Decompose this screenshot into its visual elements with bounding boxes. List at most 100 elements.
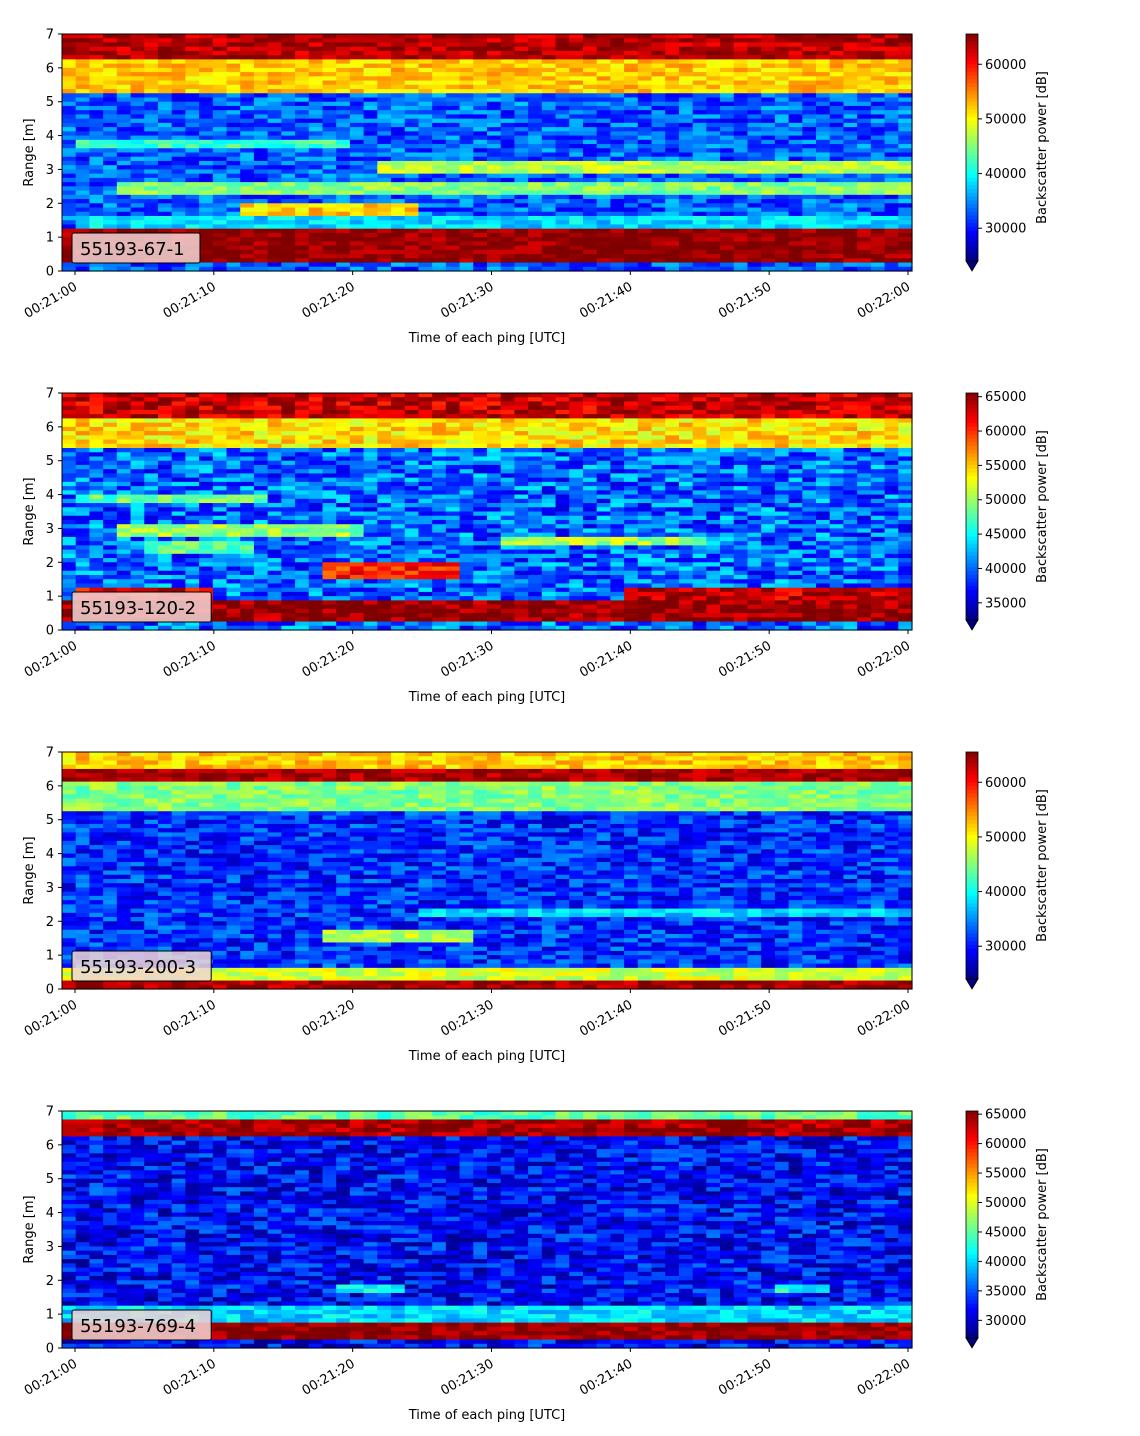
heatmap-cell xyxy=(898,101,913,107)
heatmap-cell xyxy=(267,169,282,175)
heatmap-cell xyxy=(637,93,653,99)
heatmap-cell xyxy=(528,237,543,242)
heatmap-cell xyxy=(747,232,762,238)
heatmap-cell xyxy=(459,38,474,44)
heatmap-cell xyxy=(678,144,694,149)
heatmap-cell xyxy=(212,494,228,500)
heatmap-cell xyxy=(62,165,77,171)
heatmap-cell xyxy=(377,190,392,196)
heatmap-cell xyxy=(322,254,337,259)
heatmap-cell xyxy=(308,127,324,132)
heatmap-cell xyxy=(898,228,913,234)
heatmap-cell xyxy=(788,258,803,264)
heatmap-cell xyxy=(363,566,378,572)
heatmap-cell xyxy=(651,122,666,128)
heatmap-cell xyxy=(404,194,420,200)
heatmap-cell xyxy=(733,118,749,124)
heatmap-cell xyxy=(62,215,77,221)
heatmap-cell xyxy=(185,152,200,158)
heatmap-cell xyxy=(363,254,378,259)
heatmap-cell xyxy=(761,38,776,44)
colorbar-segment xyxy=(966,41,978,46)
heatmap-cell xyxy=(514,93,529,99)
heatmap-cell xyxy=(336,549,351,555)
heatmap-cell xyxy=(240,169,255,175)
heatmap-cell xyxy=(720,160,735,166)
heatmap-cell xyxy=(336,536,351,542)
heatmap-cell xyxy=(322,122,337,128)
heatmap-cell xyxy=(898,139,913,145)
heatmap-cell xyxy=(788,63,803,69)
heatmap-cell xyxy=(240,89,255,94)
heatmap-cell xyxy=(89,486,104,491)
heatmap-cell xyxy=(624,139,639,145)
heatmap-cell xyxy=(377,207,392,213)
heatmap-cell xyxy=(336,524,351,530)
heatmap-cell xyxy=(459,207,474,213)
heatmap-cell xyxy=(418,72,433,77)
heatmap-cell xyxy=(528,122,543,128)
heatmap-cell xyxy=(281,258,296,264)
heatmap-cell xyxy=(349,456,365,462)
heatmap-cell xyxy=(240,131,255,137)
heatmap-cell xyxy=(157,418,173,424)
heatmap-cell xyxy=(349,156,365,162)
heatmap-cell xyxy=(144,426,159,432)
heatmap-cell xyxy=(130,89,145,94)
heatmap-cell xyxy=(157,494,173,500)
heatmap-cell xyxy=(116,203,132,209)
heatmap-cell xyxy=(582,224,598,230)
heatmap-cell xyxy=(281,418,296,424)
heatmap-cell xyxy=(253,42,269,48)
heatmap-cell xyxy=(391,625,406,631)
heatmap-cell xyxy=(185,460,200,466)
heatmap-cell xyxy=(898,156,913,162)
heatmap-cell xyxy=(308,165,324,171)
heatmap-cell xyxy=(459,84,474,90)
heatmap-cell xyxy=(363,182,378,187)
heatmap-cell xyxy=(816,131,831,137)
heatmap-cell xyxy=(363,418,378,424)
heatmap-cell xyxy=(75,625,91,631)
heatmap-cell xyxy=(487,46,502,52)
heatmap-cell xyxy=(308,84,324,90)
heatmap-cell xyxy=(665,46,680,52)
heatmap-cell xyxy=(171,566,186,572)
heatmap-cell xyxy=(637,165,653,171)
heatmap-cell xyxy=(473,131,488,137)
heatmap-cell xyxy=(569,228,584,234)
heatmap-cell xyxy=(75,566,91,572)
heatmap-cell xyxy=(62,63,77,69)
heatmap-cell xyxy=(884,245,899,251)
heatmap-cell xyxy=(774,262,790,268)
heatmap-cell xyxy=(706,105,721,111)
heatmap-cell xyxy=(253,38,269,44)
heatmap-cell xyxy=(116,76,132,82)
y-tick-label: 3 xyxy=(46,163,54,178)
heatmap-cell xyxy=(651,258,666,264)
heatmap-cell xyxy=(295,511,310,517)
heatmap-cell xyxy=(665,131,680,137)
heatmap-cell xyxy=(75,515,91,521)
heatmap-cell xyxy=(500,224,516,230)
heatmap-cell xyxy=(569,262,584,268)
heatmap-cell xyxy=(528,93,543,99)
heatmap-cell xyxy=(171,409,186,415)
heatmap-cell xyxy=(678,148,694,154)
heatmap-cell xyxy=(857,220,872,226)
heatmap-cell xyxy=(857,241,872,247)
heatmap-cell xyxy=(199,401,214,407)
heatmap-cell xyxy=(336,579,351,585)
heatmap-cell xyxy=(651,59,666,65)
heatmap-cell xyxy=(500,254,516,259)
heatmap-cell xyxy=(322,426,337,432)
heatmap-cell xyxy=(185,114,200,120)
heatmap-cell xyxy=(253,439,269,445)
colorbar-segment xyxy=(966,83,978,88)
heatmap-cell xyxy=(829,97,845,103)
heatmap-cell xyxy=(733,160,749,166)
heatmap-cell xyxy=(514,237,529,242)
heatmap-cell xyxy=(226,97,241,103)
heatmap-cell xyxy=(720,211,735,217)
heatmap-cell xyxy=(144,228,159,234)
